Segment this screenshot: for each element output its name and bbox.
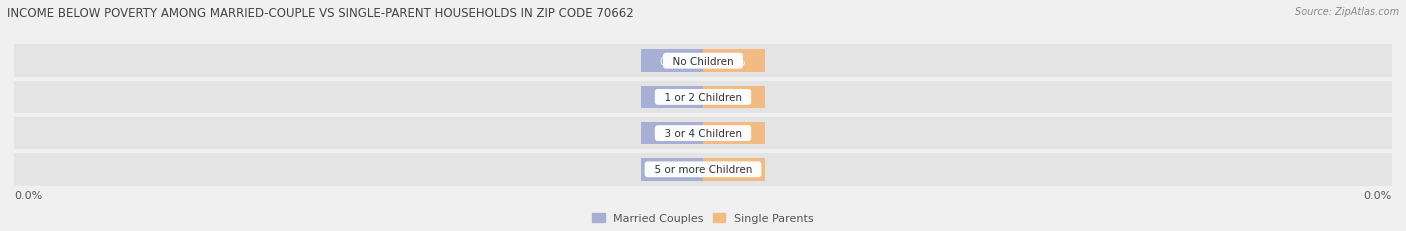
Bar <box>703 86 765 109</box>
Bar <box>703 122 765 145</box>
Text: No Children: No Children <box>666 56 740 66</box>
Text: 0.0%: 0.0% <box>659 165 685 175</box>
Text: Source: ZipAtlas.com: Source: ZipAtlas.com <box>1295 7 1399 17</box>
Bar <box>641 158 703 181</box>
Text: 1 or 2 Children: 1 or 2 Children <box>658 92 748 103</box>
Text: 0.0%: 0.0% <box>721 165 747 175</box>
Text: 0.0%: 0.0% <box>721 56 747 66</box>
Text: 0.0%: 0.0% <box>14 190 42 200</box>
Legend: Married Couples, Single Parents: Married Couples, Single Parents <box>591 211 815 225</box>
Bar <box>0 153 1406 186</box>
Bar <box>0 45 1406 78</box>
Text: 0.0%: 0.0% <box>659 128 685 139</box>
Text: 0.0%: 0.0% <box>1364 190 1392 200</box>
Text: 0.0%: 0.0% <box>721 92 747 103</box>
Bar <box>703 158 765 181</box>
Text: 3 or 4 Children: 3 or 4 Children <box>658 128 748 139</box>
Bar <box>703 50 765 73</box>
Text: 0.0%: 0.0% <box>659 56 685 66</box>
Bar <box>0 81 1406 114</box>
Bar <box>641 50 703 73</box>
Text: INCOME BELOW POVERTY AMONG MARRIED-COUPLE VS SINGLE-PARENT HOUSEHOLDS IN ZIP COD: INCOME BELOW POVERTY AMONG MARRIED-COUPL… <box>7 7 634 20</box>
Text: 5 or more Children: 5 or more Children <box>648 165 758 175</box>
Bar <box>641 122 703 145</box>
Text: 0.0%: 0.0% <box>659 92 685 103</box>
Bar <box>641 86 703 109</box>
Bar <box>0 117 1406 150</box>
Text: 0.0%: 0.0% <box>721 128 747 139</box>
